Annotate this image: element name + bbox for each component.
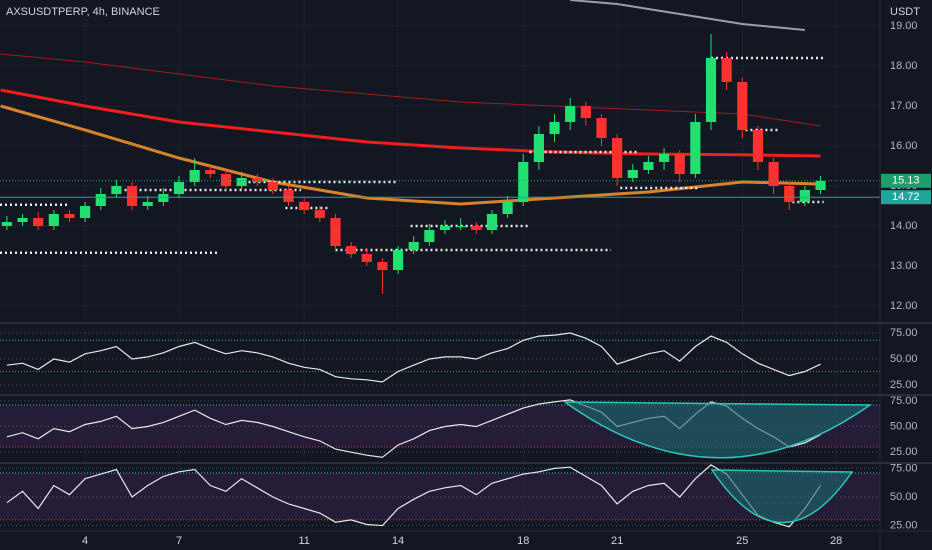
candle-body [486,214,498,230]
candle-body [580,106,591,118]
candle-body [596,118,607,138]
candle-body [346,246,357,254]
plot-layer [0,0,880,531]
price-label-box [881,173,931,188]
y-tick-label: 75.00 [890,462,918,474]
y-tick-label: 75.00 [890,327,918,339]
candle-body [392,250,404,270]
candle-body [752,130,764,162]
candle-body [299,202,310,210]
candle-body [173,182,185,194]
candle-body [439,226,451,230]
candle-body [424,230,435,242]
candle-body [549,122,560,134]
overlay-layer: 4711141821252812.0013.0014.0015.0016.001… [82,20,931,547]
y-tick-label: 12.00 [890,300,918,312]
y-tick-label: 19.00 [890,20,918,32]
candle-body [815,180,826,190]
x-tick-label: 11 [298,535,309,547]
candle-body [95,194,106,206]
candle-body [784,186,795,202]
chart-title: AXSUSDTPERP, 4h, BINANCE [6,6,160,18]
oscillator-line [6,332,821,383]
candle-body [377,262,388,270]
moving-average [0,53,821,127]
candle-body [126,186,138,206]
candle-body [48,214,59,226]
candle-body [158,194,169,202]
candle-body [612,138,623,178]
x-tick-label: 4 [82,535,88,547]
y-tick-label: 25.00 [890,446,918,458]
candle-body [142,202,153,206]
candle-body [471,226,482,230]
price-label: 15.13 [892,175,920,187]
cup-annotation [562,401,873,459]
cup-annotation [710,469,854,524]
y-tick-label: 16.00 [890,140,918,152]
candle-body [674,154,685,174]
x-tick-label: 28 [830,535,842,547]
candle-body [658,154,670,162]
candle-body [205,170,216,174]
moving-average [570,0,805,31]
candle-body [705,58,717,122]
candle-body [236,178,247,186]
y-tick-label: 18.00 [890,60,918,72]
y-tick-label: 13.00 [890,260,918,272]
candle-body [252,178,263,182]
y-tick-label: 25.00 [890,379,918,391]
candle-body [80,206,91,218]
x-tick-label: 21 [611,535,623,547]
oscillator-line [6,464,821,528]
y-tick-label: 17.00 [890,100,918,112]
candle-body [627,170,638,178]
y-tick-label: 14.00 [890,220,918,232]
candle-body [283,190,294,202]
candle-body [690,122,701,174]
candle-body [111,186,122,194]
candle-body [267,182,278,190]
candle-body [408,242,419,250]
x-tick-label: 25 [736,535,748,547]
candle-body [502,202,513,214]
candle-body [314,210,325,218]
x-tick-label: 18 [517,535,529,547]
candle-body [361,254,372,262]
candle-body [189,170,200,182]
candle-body [721,58,732,82]
price-label: 14.72 [892,191,920,203]
candle-body [768,162,779,186]
candle-body [565,106,576,122]
y-tick-label: 50.00 [890,353,918,365]
y-tick-label: 50.00 [890,420,918,432]
candle-body [737,82,748,130]
candle-body [643,162,654,170]
x-tick-label: 14 [392,535,404,547]
candle-body [17,218,28,222]
candle-body [64,214,75,218]
candle-body [455,226,466,227]
y-axis-unit: USDT [890,6,920,18]
candle-body [220,174,232,186]
candle-body [518,162,529,202]
candle-body [799,190,810,202]
y-tick-label: 50.00 [890,491,918,503]
x-tick-label: 7 [176,535,182,547]
candle-body [533,134,544,162]
candle-body [330,218,341,246]
y-tick-label: 75.00 [890,395,918,407]
candle-body [1,222,12,226]
y-tick-label: 25.00 [890,520,918,532]
price-label-box [881,190,931,205]
candle-body [33,218,44,226]
